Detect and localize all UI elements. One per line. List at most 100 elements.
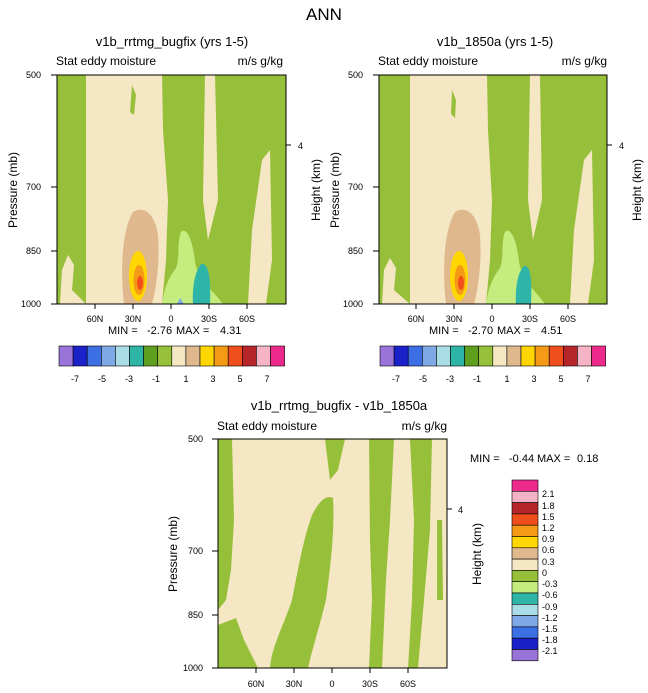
- panel-1-y-ticks: 500 700 850 1000: [21, 70, 57, 309]
- panel-1-colorbar-swatch-9: [185, 345, 201, 367]
- panel-2-tan-lower-left: [382, 258, 410, 304]
- panel-3-cbar-label-1-8: 1.8: [542, 501, 555, 511]
- panel-3-colorbar-swatch-6: [511, 547, 539, 560]
- panel-2-colorbar-swatch-13: [562, 345, 578, 367]
- panel-1-tan-right: [248, 150, 272, 304]
- panel-1-max-value: 4.31: [220, 325, 241, 337]
- panel-2-cbar-label-p1: 1: [504, 374, 509, 384]
- panel-3-cbar-label-n1-5: -1.5: [542, 624, 558, 634]
- panel-1-green-streak: [188, 75, 198, 200]
- panel-2-colorbar-swatch-7: [478, 345, 494, 367]
- panel-2-colorbar-swatch-2: [407, 345, 423, 367]
- panel-2-cbar-label-n7: -7: [392, 374, 400, 384]
- panel-2-max-value: 4.51: [541, 325, 562, 337]
- panel-3: v1b_rrtmg_bugfix - v1b_1850a Stat eddy m…: [166, 398, 598, 689]
- panel-3-colorbar-swatch-0: [511, 479, 539, 492]
- panel-3-cbar-label-0-6: 0.6: [542, 545, 555, 555]
- panel-3-ytick-500: 500: [188, 434, 203, 444]
- panel-1-max-label: MAX =: [176, 325, 209, 337]
- panel-2-xtick-30n: 30N: [446, 314, 463, 324]
- panel-2-y-ticks: 500 700 850 1000: [343, 70, 379, 309]
- panel-3-colorbar-swatch-15: [511, 649, 539, 662]
- panel-1-cbar-label-p1: 1: [183, 374, 188, 384]
- panel-2-colorbar-swatch-6: [464, 345, 480, 367]
- panel-1-colorbar-swatch-2: [86, 345, 102, 367]
- panel-3-xtick-30n: 30N: [286, 679, 303, 689]
- panel-3-xtick-0: 0: [329, 679, 334, 689]
- panel-2-xtick-60s: 60S: [560, 314, 576, 324]
- panel-2-green-streak: [512, 75, 522, 200]
- panel-3-colorbar-swatch-11: [511, 603, 539, 616]
- panel-3-cbar-label-n0-3: -0.3: [542, 579, 558, 589]
- panel-1-colorbar-swatch-5: [129, 345, 144, 367]
- panel-2-light-green: [486, 230, 545, 304]
- panel-3-colorbar: [511, 479, 539, 662]
- panel-2-plot-area: [378, 74, 608, 305]
- panel-3-xtick-60s: 60S: [400, 679, 416, 689]
- panel-1-colorbar-swatch-12: [227, 345, 243, 367]
- panel-3-colorbar-swatch-14: [511, 637, 539, 650]
- panel-1-cbar-label-p5: 5: [237, 374, 242, 384]
- panel-3-ytick-1000: 1000: [183, 663, 203, 673]
- panel-3-green-diagonal: [270, 497, 334, 668]
- panel-3-green-edge: [437, 520, 443, 600]
- panel-3-colorbar-swatch-8: [511, 570, 539, 583]
- panel-3-ylabel: Pressure (mb): [166, 516, 180, 592]
- panel-2-ytick-850: 850: [348, 246, 363, 256]
- panel-2: v1b_1850a (yrs 1-5) Stat eddy moisture m…: [328, 34, 644, 384]
- panel-1-right-label: m/s g/kg: [238, 54, 283, 68]
- panel-3-colorbar-swatch-10: [511, 592, 539, 605]
- panel-3-ytick-700: 700: [188, 546, 203, 556]
- panel-3-cbar-label-0: 0: [542, 568, 547, 578]
- panel-1-x-ticks: 60N 30N 0 30S 60S: [87, 304, 255, 324]
- panel-3-right-label: m/s g/kg: [402, 419, 447, 433]
- panel-2-cbar-label-p5: 5: [558, 374, 563, 384]
- panel-1-ytick-500: 500: [26, 70, 41, 80]
- panel-1-xtick-60n: 60N: [87, 314, 104, 324]
- panel-3-colorbar-swatch-2: [511, 502, 539, 515]
- panel-3-cbar-label-0-3: 0.3: [542, 557, 555, 567]
- panel-2-ytick-700: 700: [348, 182, 363, 192]
- panel-3-left-label: Stat eddy moisture: [217, 419, 317, 433]
- panel-1-cbar-label-p7: 7: [264, 374, 269, 384]
- panel-3-green-top-center: [325, 439, 345, 480]
- panel-2-colorbar-swatch-5: [450, 345, 465, 367]
- panel-2-colorbar-swatch-14: [577, 345, 592, 367]
- panel-1-colorbar: [58, 345, 285, 367]
- panel-1-red-core: [137, 276, 143, 290]
- panel-3-bg-tan: [218, 439, 447, 668]
- panel-3-min-label: MIN =: [470, 453, 500, 465]
- panel-2-colorbar-swatch-4: [436, 345, 451, 367]
- panel-3-min-value: -0.44: [509, 453, 534, 465]
- panel-2-teal-blob: [515, 265, 532, 304]
- panel-2-colorbar-swatch-1: [393, 345, 409, 367]
- panel-1-tan-lower-left: [60, 255, 86, 304]
- panel-1-right-tick-4: 4: [298, 141, 303, 151]
- panel-1-xtick-0: 0: [168, 314, 173, 324]
- panel-3-colorbar-swatch-5: [511, 536, 539, 549]
- panel-3-colorbar-swatch-3: [511, 513, 539, 526]
- panel-3-colorbar-swatch-1: [511, 490, 539, 503]
- panel-3-cbar-label-1-5: 1.5: [542, 512, 555, 522]
- panel-3-cbar-label-n1-8: -1.8: [542, 635, 558, 645]
- panel-2-red-core: [458, 276, 464, 290]
- panel-2-minmax: MIN = -2.70 MAX = 4.51: [429, 325, 562, 337]
- panel-3-x-ticks: 60N 30N 0 30S 60S: [248, 668, 416, 689]
- panel-1-minmax: MIN = -2.76 MAX = 4.31: [108, 325, 241, 337]
- panel-3-title: v1b_rrtmg_bugfix - v1b_1850a: [251, 398, 428, 413]
- panel-3-minmax: MIN = -0.44 MAX = 0.18: [470, 453, 598, 465]
- panel-3-colorbar-swatch-13: [511, 626, 539, 639]
- panel-2-max-label: MAX =: [497, 325, 530, 337]
- panel-2-ytick-1000: 1000: [343, 299, 363, 309]
- panel-3-ytick-850: 850: [188, 610, 203, 620]
- panel-1-colorbar-swatch-10: [199, 345, 215, 367]
- panel-1-colorbar-swatch-15: [270, 345, 285, 367]
- panel-1-title: v1b_rrtmg_bugfix (yrs 1-5): [96, 34, 248, 49]
- panel-3-colorbar-swatch-7: [511, 558, 539, 571]
- panel-2-colorbar-labels: -7 -5 -3 -1 1 3 5 7: [392, 374, 591, 384]
- panel-3-max-label: MAX =: [537, 453, 570, 465]
- panel-1-xtick-30n: 30N: [125, 314, 142, 324]
- panel-1-blue-dot: [177, 298, 184, 304]
- panel-1-colorbar-swatch-4: [115, 345, 130, 367]
- panel-2-colorbar-swatch-9: [506, 345, 522, 367]
